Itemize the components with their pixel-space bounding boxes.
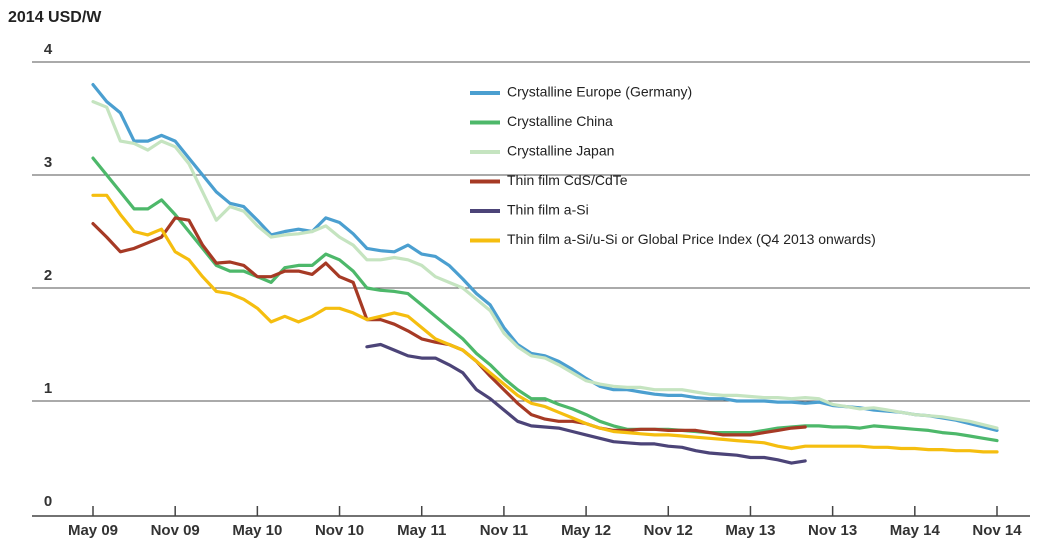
x-tick-label: Nov 11 xyxy=(480,522,528,539)
x-tick-label: May 09 xyxy=(68,522,118,539)
legend-label: Crystalline Japan xyxy=(507,143,614,159)
series-line xyxy=(91,156,999,443)
y-tick-label: 4 xyxy=(44,41,53,58)
x-tick-label: Nov 13 xyxy=(808,522,857,539)
x-tick-label: Nov 14 xyxy=(972,522,1022,539)
y-tick-label: 3 xyxy=(44,154,52,171)
x-tick-label: May 14 xyxy=(890,522,941,539)
legend-label: Crystalline Europe (Germany) xyxy=(507,84,692,100)
x-tick-label: Nov 12 xyxy=(644,522,693,539)
legend-label: Thin film CdS/CdTe xyxy=(507,172,628,188)
y-tick-label: 2 xyxy=(44,267,52,284)
series-line xyxy=(91,100,999,430)
x-tick-label: May 13 xyxy=(725,522,775,539)
x-tick-label: Nov 10 xyxy=(315,522,364,539)
x-tick-label: May 10 xyxy=(232,522,282,539)
x-tick-label: May 11 xyxy=(397,522,446,539)
y-tick-label: 1 xyxy=(44,380,52,397)
x-tick-label: May 12 xyxy=(561,522,611,539)
y-axis-label: 2014 USD/W xyxy=(8,9,102,26)
legend-label: Thin film a-Si/u-Si or Global Price Inde… xyxy=(507,231,876,247)
series-line xyxy=(91,193,999,454)
series-line xyxy=(365,342,807,465)
series-line xyxy=(91,83,999,432)
legend-label: Thin film a-Si xyxy=(507,202,589,218)
y-tick-label: 0 xyxy=(44,493,52,510)
legend-label: Crystalline China xyxy=(507,113,613,129)
x-tick-label: Nov 09 xyxy=(151,522,200,539)
